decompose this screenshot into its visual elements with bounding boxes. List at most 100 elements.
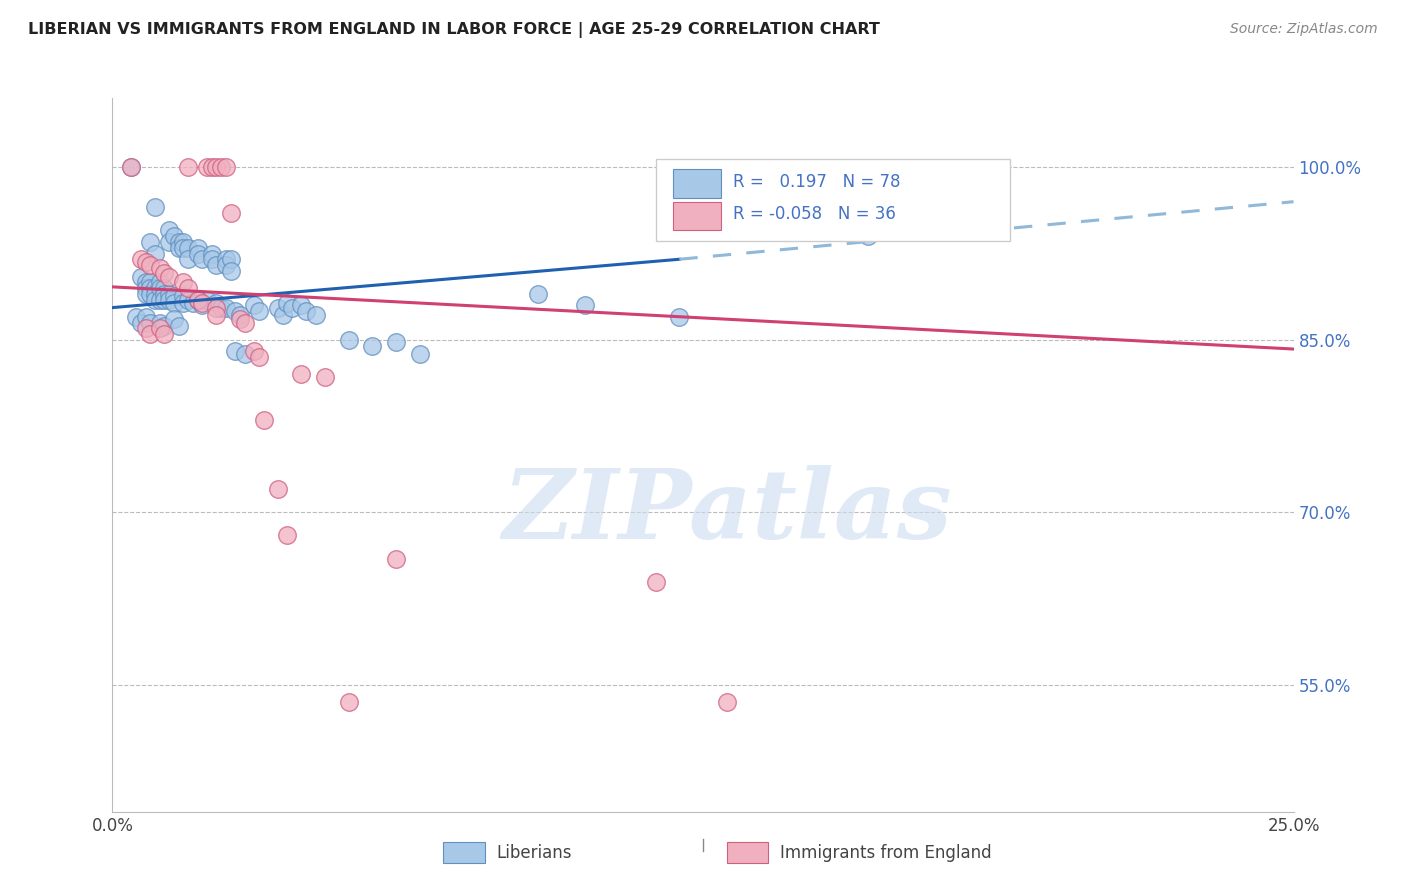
Point: [668, 310, 690, 324]
Point: [195, 293, 218, 307]
Text: R =   0.197   N = 78: R = 0.197 N = 78: [733, 173, 900, 191]
Point: [120, 160, 142, 174]
Point: [276, 296, 298, 310]
Point: [205, 160, 228, 174]
Point: [644, 574, 666, 589]
Point: [129, 269, 152, 284]
Point: [172, 241, 194, 255]
Point: [181, 296, 204, 310]
Point: [271, 308, 294, 322]
Point: [167, 241, 190, 255]
Point: [177, 160, 200, 174]
Point: [172, 289, 194, 303]
Text: ZIPatlas: ZIPatlas: [502, 465, 952, 559]
Point: [209, 301, 232, 315]
FancyBboxPatch shape: [673, 202, 721, 230]
Point: [219, 264, 242, 278]
Point: [224, 304, 246, 318]
Point: [215, 258, 238, 272]
Point: [267, 483, 290, 497]
Point: [163, 312, 186, 326]
Point: [186, 246, 208, 260]
Point: [143, 201, 166, 215]
Point: [139, 316, 162, 330]
Point: [153, 318, 176, 333]
Point: [120, 160, 142, 174]
Point: [740, 206, 762, 220]
Point: [143, 293, 166, 307]
Point: [304, 308, 326, 322]
Point: [243, 298, 266, 312]
Point: [215, 301, 238, 315]
Point: [163, 229, 186, 244]
Point: [186, 293, 208, 307]
Point: [408, 346, 430, 360]
Point: [129, 252, 152, 267]
Point: [163, 296, 186, 310]
Point: [135, 281, 157, 295]
Point: [157, 269, 180, 284]
Point: [229, 312, 252, 326]
Point: [195, 160, 218, 174]
Point: [149, 293, 172, 307]
Point: [139, 286, 162, 301]
Point: [233, 346, 256, 360]
Point: [157, 286, 180, 301]
Point: [177, 281, 200, 295]
Point: [385, 551, 408, 566]
Point: [135, 286, 157, 301]
Point: [247, 350, 270, 364]
Point: [337, 333, 360, 347]
FancyBboxPatch shape: [443, 842, 485, 863]
Point: [153, 286, 176, 301]
Text: R = -0.058   N = 36: R = -0.058 N = 36: [733, 205, 896, 223]
Point: [157, 235, 180, 249]
Point: [149, 261, 172, 276]
Point: [139, 327, 162, 342]
FancyBboxPatch shape: [655, 159, 1010, 241]
Point: [139, 281, 162, 295]
Point: [219, 252, 242, 267]
Point: [186, 293, 208, 307]
Point: [233, 316, 256, 330]
Point: [153, 327, 176, 342]
Point: [215, 160, 238, 174]
Point: [149, 321, 172, 335]
Point: [253, 413, 276, 427]
Text: Source: ZipAtlas.com: Source: ZipAtlas.com: [1230, 22, 1378, 37]
Point: [281, 301, 304, 315]
Point: [201, 160, 224, 174]
Y-axis label: In Labor Force | Age 25-29: In Labor Force | Age 25-29: [0, 345, 8, 565]
Point: [224, 344, 246, 359]
Point: [149, 281, 172, 295]
Point: [574, 298, 596, 312]
Point: [143, 246, 166, 260]
Point: [201, 246, 224, 260]
Point: [209, 160, 232, 174]
Point: [135, 321, 157, 335]
Point: [215, 252, 238, 267]
Point: [149, 275, 172, 289]
Point: [172, 235, 194, 249]
Point: [191, 252, 214, 267]
Point: [172, 275, 194, 289]
Point: [191, 296, 214, 310]
FancyBboxPatch shape: [727, 842, 768, 863]
Point: [172, 296, 194, 310]
Point: [177, 241, 200, 255]
FancyBboxPatch shape: [673, 169, 721, 198]
Point: [157, 223, 180, 237]
Point: [153, 281, 176, 295]
Point: [716, 695, 738, 709]
Point: [135, 310, 157, 324]
Point: [167, 235, 190, 249]
Point: [385, 335, 408, 350]
Point: [135, 254, 157, 268]
Point: [191, 298, 214, 312]
Point: [267, 301, 290, 315]
Point: [153, 266, 176, 280]
Point: [295, 304, 318, 318]
Point: [167, 318, 190, 333]
Point: [314, 369, 336, 384]
Point: [201, 252, 224, 267]
